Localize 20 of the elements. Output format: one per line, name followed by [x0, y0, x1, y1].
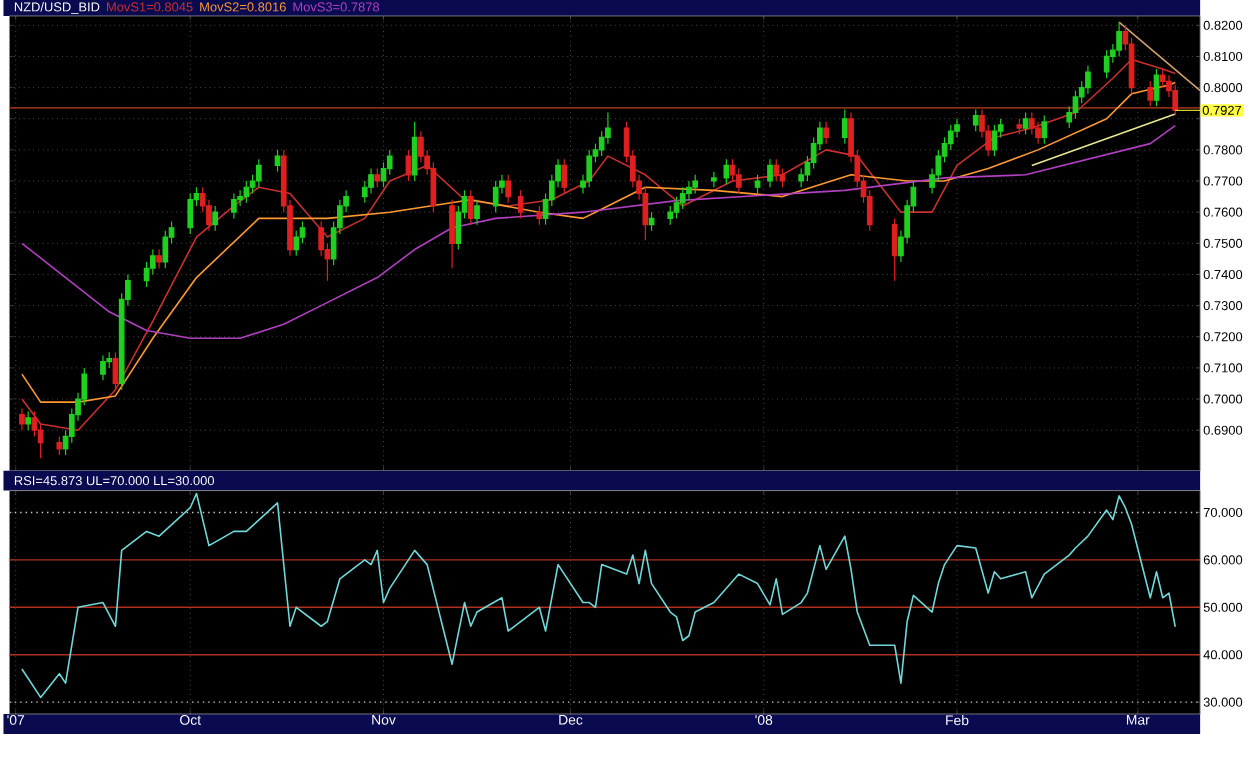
candlestick — [1085, 65, 1091, 95]
candlestick — [823, 121, 829, 145]
candlestick — [954, 118, 960, 139]
line-series — [21, 492, 1176, 699]
candlestick — [206, 199, 212, 232]
candlestick — [474, 199, 480, 226]
candlestick — [686, 180, 692, 201]
candlestick — [418, 130, 424, 163]
candlestick — [100, 354, 106, 382]
candlestick — [368, 168, 374, 195]
candlestick — [237, 189, 243, 207]
candlestick — [231, 192, 237, 220]
candlestick — [1035, 121, 1041, 145]
candlestick — [19, 407, 25, 431]
candlestick — [605, 111, 611, 145]
candlestick — [767, 158, 773, 188]
candlestick — [1116, 21, 1122, 58]
candlestick — [156, 249, 162, 269]
candlestick — [449, 199, 455, 269]
candlestick — [711, 171, 717, 188]
